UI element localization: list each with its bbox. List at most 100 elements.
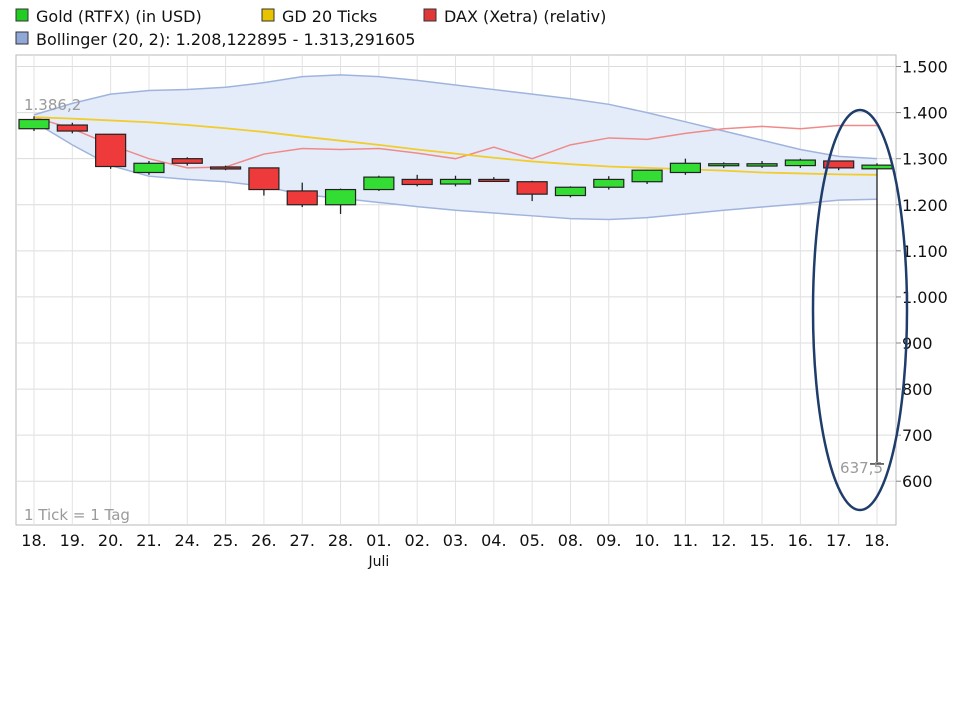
candle — [631, 169, 663, 185]
x-tick-label: 16. — [788, 531, 813, 550]
candle-body — [133, 162, 165, 174]
x-tick-label: 03. — [443, 531, 468, 550]
legend-swatch-gold — [15, 8, 29, 22]
tick-note: 1 Tick = 1 Tag — [24, 506, 130, 524]
candles — [18, 116, 893, 465]
candle-body — [593, 178, 625, 188]
legend-swatch-dax — [423, 8, 437, 22]
candle-body — [784, 159, 816, 167]
candle-body — [401, 178, 433, 186]
x-tick-label: 18. — [21, 531, 46, 550]
candle — [95, 133, 127, 169]
candle — [171, 157, 203, 166]
candle-body — [861, 164, 893, 170]
legend-label-gd20: GD 20 Ticks — [282, 7, 377, 26]
bollinger-band — [33, 74, 878, 221]
y-tick-label: 900 — [902, 334, 933, 353]
x-tick-label: 11. — [673, 531, 698, 550]
x-tick-label: 19. — [60, 531, 85, 550]
candle — [133, 160, 165, 175]
x-tick-label: 25. — [213, 531, 238, 550]
y-tick-label: 700 — [902, 426, 933, 445]
candle-body — [171, 158, 203, 164]
candle-body — [478, 178, 510, 183]
candle-body — [56, 124, 88, 132]
x-tick-label: 05. — [519, 531, 544, 550]
candle-body — [286, 190, 318, 206]
legend-swatch-gd20 — [261, 8, 275, 22]
x-tick-label: 27. — [290, 531, 315, 550]
candle-body — [669, 162, 702, 174]
legend: Gold (RTFX) (in USD) GD 20 Ticks DAX (Xe… — [15, 7, 606, 49]
grid — [16, 55, 896, 525]
candle-body — [363, 176, 395, 191]
min-value-label: 637,5 — [840, 459, 883, 477]
candle-body — [209, 166, 242, 170]
candle — [363, 175, 395, 191]
x-tick-label: 26. — [251, 531, 276, 550]
highlight-ellipse — [811, 108, 909, 512]
max-value-label: 1.386,2 — [24, 96, 81, 114]
candle-body — [631, 169, 663, 183]
candle — [823, 160, 855, 171]
y-tick-label: 600 — [902, 472, 933, 491]
x-tick-label: 02. — [404, 531, 429, 550]
legend-label-dax: DAX (Xetra) (relativ) — [444, 7, 606, 26]
candle-body — [516, 181, 548, 195]
x-tick-label: 09. — [596, 531, 621, 550]
candle — [401, 174, 433, 187]
x-tick-label: 17. — [826, 531, 851, 550]
candle — [56, 122, 88, 134]
candle-body — [746, 163, 778, 167]
legend-swatch-bollinger — [15, 31, 29, 45]
x-tick-label: 08. — [558, 531, 583, 550]
candle — [209, 165, 242, 171]
candle-body — [324, 188, 357, 206]
candle-body — [248, 167, 280, 191]
candle — [784, 158, 816, 168]
x-tick-label: 20. — [98, 531, 123, 550]
x-tick-label: 04. — [481, 531, 506, 550]
x-tick-label: 12. — [711, 531, 736, 550]
candle — [286, 182, 318, 208]
candle-body — [823, 160, 855, 169]
candle — [324, 188, 357, 214]
candle — [554, 186, 587, 198]
y-tick-label: 1.200 — [902, 196, 948, 215]
x-tick-label: 28. — [328, 531, 353, 550]
gd20-line — [33, 116, 878, 176]
candle — [478, 177, 510, 183]
legend-label-bollinger: Bollinger (20, 2): 1.208,122895 - 1.313,… — [36, 30, 415, 49]
y-tick-label: 1.300 — [902, 150, 948, 169]
y-tick-label: 1.500 — [902, 58, 948, 77]
candle-body — [95, 133, 127, 168]
candle-body — [708, 163, 740, 167]
y-tick-label: 1.400 — [902, 104, 948, 123]
candle — [669, 158, 702, 175]
bollinger-lower-line — [33, 121, 878, 221]
y-axis: 600 700 800 900 1.000 1.100 1.200 1.300 1.400 1.5… — [896, 58, 948, 491]
candle — [18, 116, 50, 132]
x-tick-label: 10. — [634, 531, 659, 550]
candle-body — [18, 118, 50, 130]
candle — [746, 160, 778, 168]
candle — [439, 175, 472, 187]
candle — [248, 167, 280, 196]
bollinger-upper-line — [33, 74, 878, 160]
dax-line — [33, 116, 877, 169]
x-tick-label: 18. — [864, 531, 889, 550]
y-tick-label: 1.100 — [902, 242, 948, 261]
candle-body — [554, 186, 587, 197]
y-tick-label: 1.000 — [902, 288, 948, 307]
x-tick-label: 15. — [749, 531, 774, 550]
indicator-lines — [33, 116, 878, 176]
y-tick-label: 800 — [902, 380, 933, 399]
x-axis: 18. 19. 20. 21. 24. 25. 26. 27. 28. 01. 02. 03. 04. 0… — [21, 531, 889, 570]
candle-body — [439, 178, 472, 185]
x-tick-label: 24. — [175, 531, 200, 550]
candle — [708, 162, 740, 168]
x-tick-label: 01. — [366, 531, 391, 550]
legend-label-gold: Gold (RTFX) (in USD) — [36, 7, 202, 26]
x-tick-label: 21. — [136, 531, 161, 550]
